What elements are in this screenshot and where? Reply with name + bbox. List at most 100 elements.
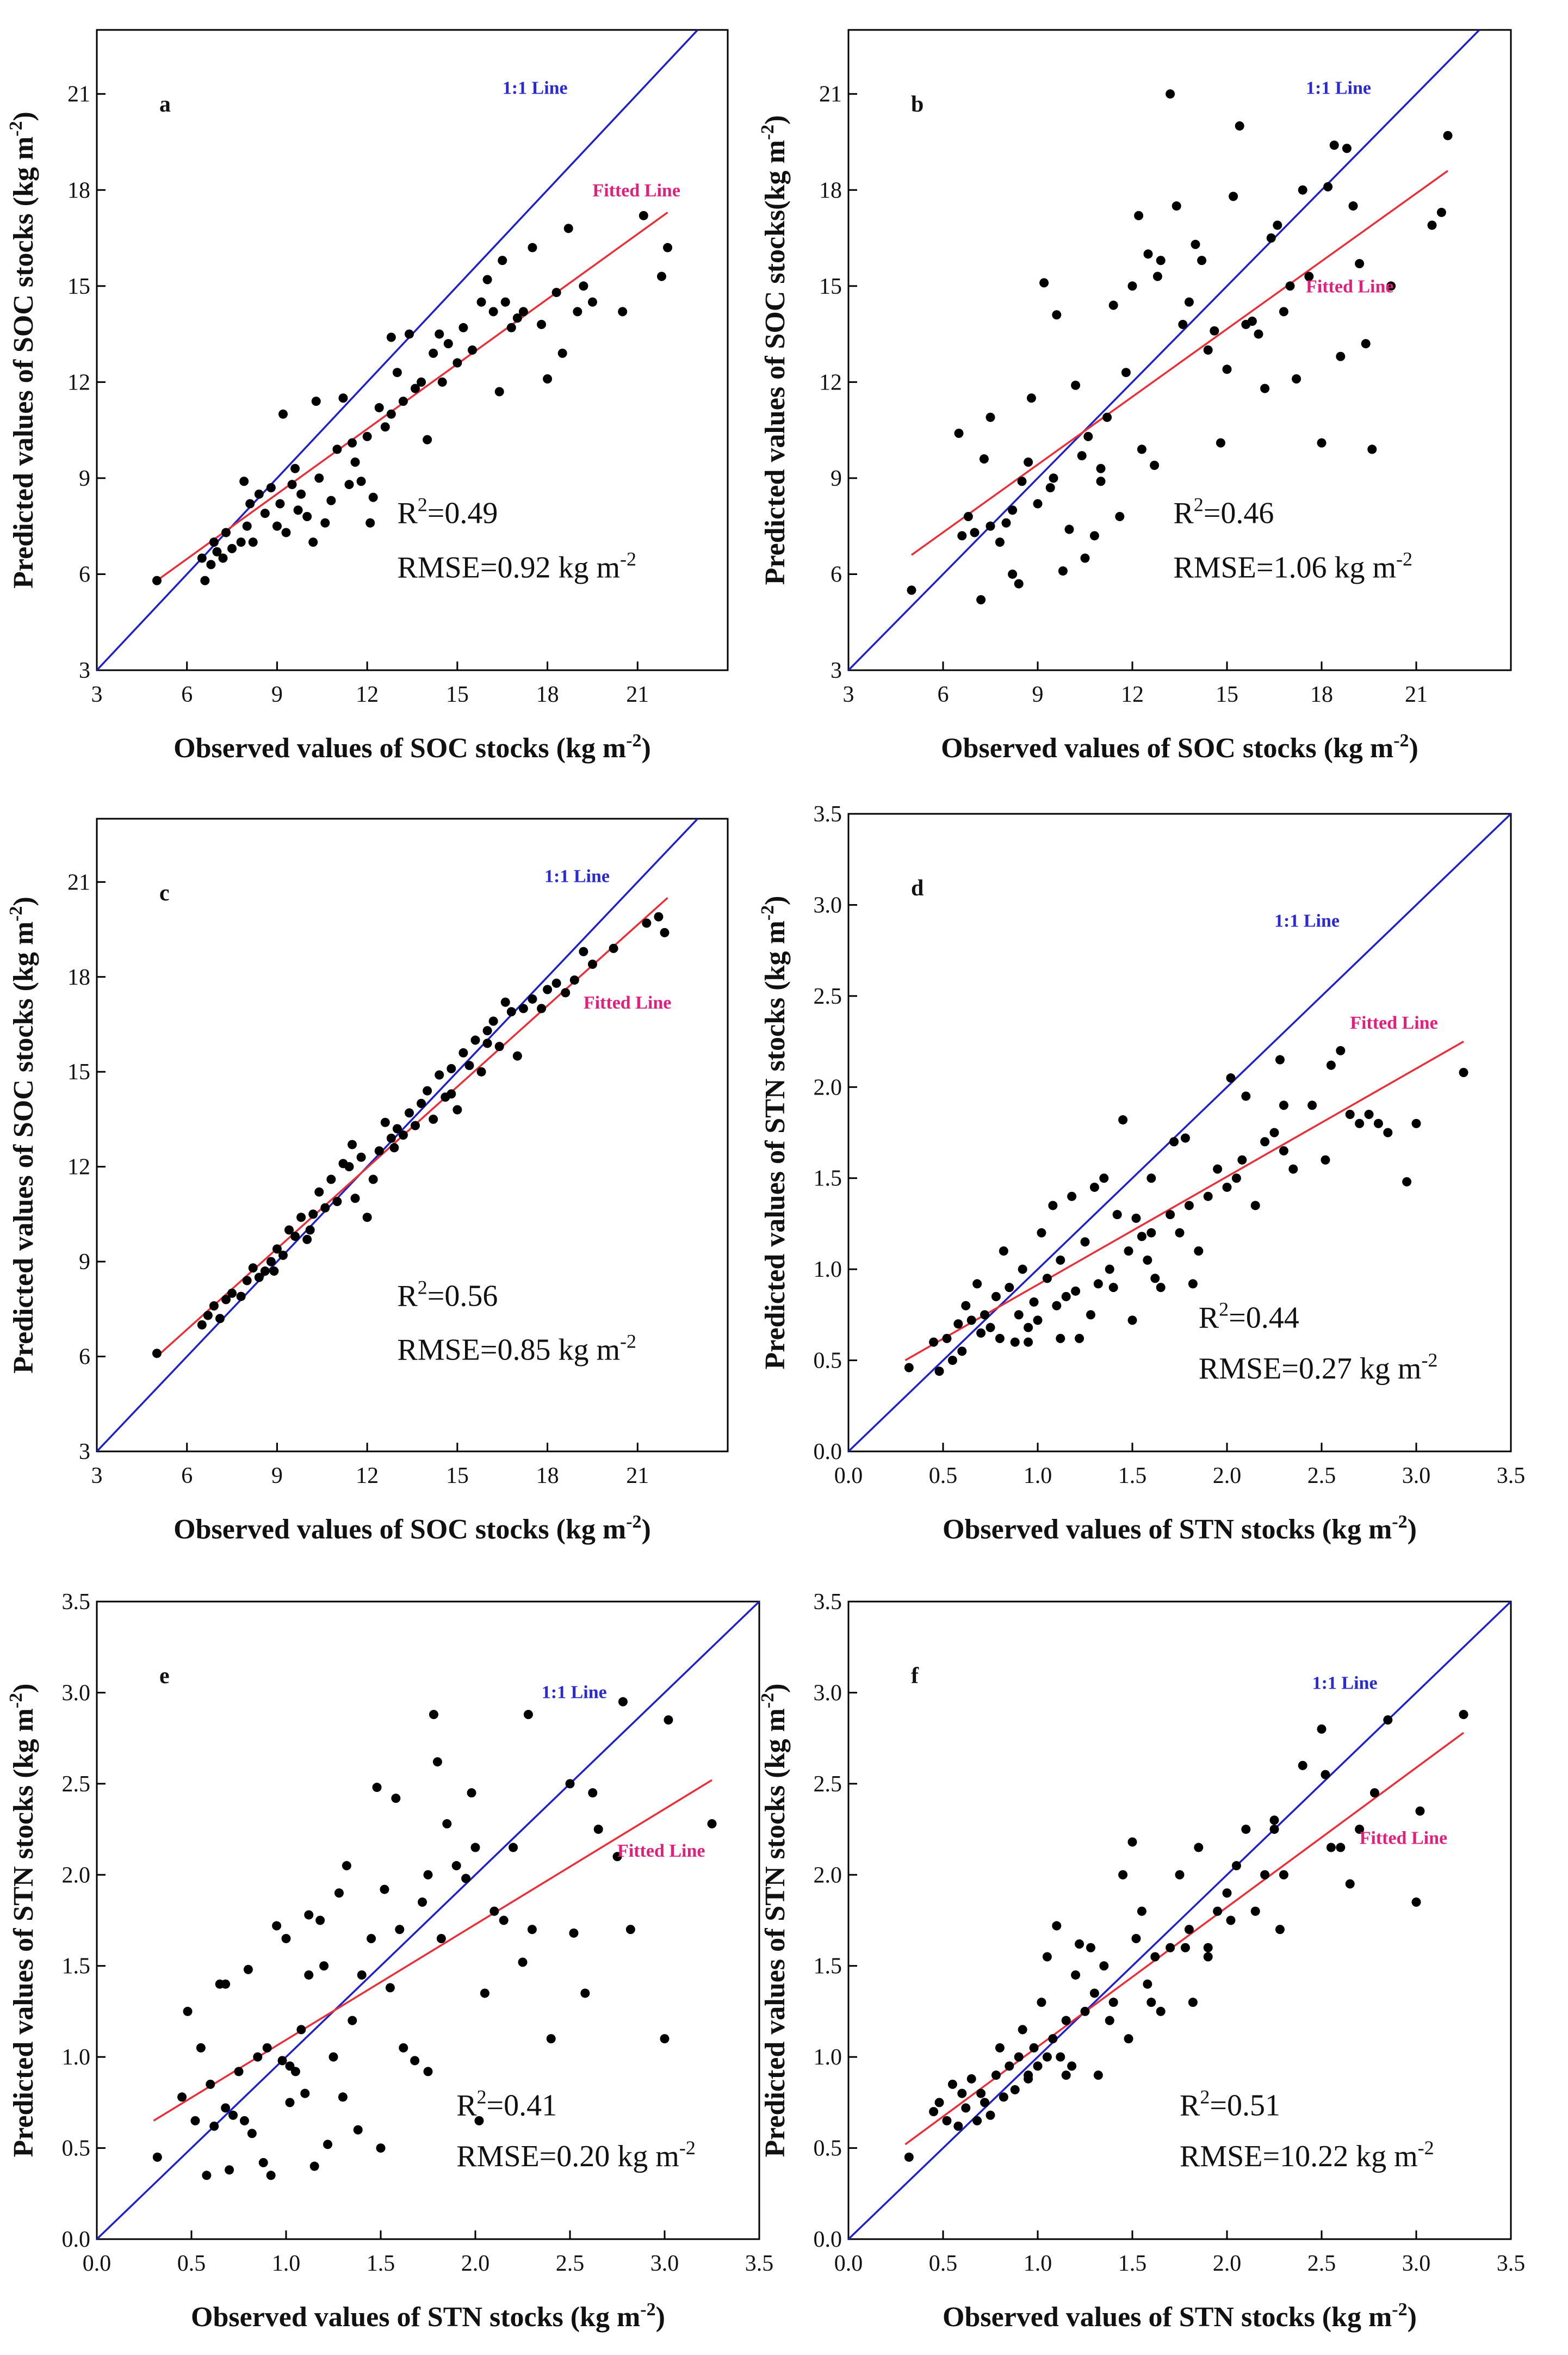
data-point [1383, 1715, 1393, 1725]
data-point [380, 422, 390, 432]
data-point [1402, 1177, 1412, 1186]
data-point [1156, 256, 1166, 265]
x-tick-label: 21 [626, 1463, 649, 1488]
x-tick-label: 12 [1121, 682, 1144, 707]
data-point [1203, 345, 1213, 355]
data-point [1033, 1315, 1043, 1325]
y-axis-title-close: ) [760, 1684, 791, 1693]
rmse-annotation: RMSE=0.92 kg m-2 [397, 548, 636, 584]
x-tick-label: 15 [1216, 682, 1238, 707]
data-point [1459, 1710, 1468, 1720]
data-point [1071, 1286, 1081, 1296]
y-tick-label: 12 [819, 370, 842, 395]
one-to-one-line [848, 30, 1480, 670]
y-axis-title-superscript: -2 [6, 121, 26, 136]
y-tick-label: 1.5 [814, 1954, 842, 1979]
data-point [386, 332, 396, 342]
data-point [494, 1042, 504, 1052]
y-tick-label: 3.0 [814, 1680, 842, 1705]
data-point [404, 1108, 414, 1118]
data-point [518, 307, 528, 317]
data-point [1052, 1301, 1062, 1311]
fitted-line [156, 212, 668, 582]
rmse-annotation: RMSE=0.27 kg m-2 [1199, 1349, 1438, 1386]
data-point [243, 1964, 253, 1974]
data-point [1386, 281, 1396, 291]
r2-letter: R [456, 2088, 477, 2122]
data-point [569, 975, 579, 985]
r2-annotation: R2=0.56 [397, 1277, 498, 1313]
x-axis-title-text: Observed values of STN stocks (kg m [943, 1514, 1392, 1545]
data-point [1373, 1118, 1383, 1128]
data-point [588, 1788, 598, 1798]
y-axis-title-text: Predicted values of STN stocks (kg m [760, 920, 791, 1369]
x-axis-title-close: ) [642, 1514, 651, 1545]
data-point [1093, 2070, 1103, 2080]
data-point [1279, 1146, 1288, 1155]
data-point [1203, 1943, 1213, 1952]
data-point [1071, 1970, 1081, 1980]
x-tick-label: 1.0 [272, 2251, 301, 2276]
data-point [1150, 460, 1160, 470]
data-point [1166, 89, 1175, 99]
data-point [500, 997, 510, 1007]
data-point [1279, 307, 1288, 317]
x-tick-label: 21 [626, 682, 649, 707]
x-tick-label: 18 [536, 1463, 559, 1488]
data-point [429, 1710, 438, 1720]
r2-value: =0.49 [427, 496, 498, 530]
data-point [234, 2067, 244, 2076]
data-point [1131, 1933, 1141, 1943]
rmse-annotation: RMSE=10.22 kg m-2 [1180, 2137, 1434, 2173]
x-tick-label: 21 [1405, 682, 1428, 707]
data-point [269, 1266, 279, 1276]
y-tick-label: 0.5 [814, 2136, 842, 2161]
x-tick-label: 1.0 [1024, 2251, 1052, 2276]
data-point [435, 329, 444, 339]
data-point [1056, 2052, 1065, 2062]
data-point [1108, 1998, 1118, 2007]
data-point [338, 2092, 348, 2102]
data-point [1279, 1870, 1288, 1880]
x-tick-label: 9 [271, 1463, 283, 1488]
one-to-one-line [97, 819, 699, 1451]
data-point [642, 918, 652, 928]
data-point [221, 1979, 231, 1989]
data-point [573, 307, 582, 317]
data-point [221, 1295, 231, 1305]
data-point [1026, 393, 1036, 403]
data-point [1131, 1213, 1141, 1223]
data-point [587, 959, 597, 969]
data-point [1336, 351, 1346, 361]
data-point [569, 1928, 579, 1938]
data-point [1241, 1091, 1251, 1101]
panel-letter: a [159, 92, 171, 117]
data-point [528, 243, 537, 252]
data-point [482, 1039, 492, 1048]
y-axis-title: Predicted values of SOC stocks (kg m-2) [6, 112, 39, 589]
data-point [947, 1356, 957, 1365]
data-point [1096, 477, 1106, 486]
data-point [551, 288, 561, 298]
data-point [1108, 300, 1118, 310]
data-point [1260, 1870, 1270, 1880]
y-tick-label: 2.5 [814, 1772, 842, 1797]
plot-frame [96, 29, 729, 671]
data-point [285, 2098, 295, 2107]
data-point [1222, 364, 1232, 374]
y-tick-label: 2.0 [814, 1075, 842, 1100]
data-point [1052, 1921, 1062, 1931]
data-point [386, 1133, 396, 1143]
data-point [296, 2025, 306, 2035]
x-tick-label: 15 [446, 682, 469, 707]
data-point [308, 1209, 318, 1219]
data-point [986, 2110, 995, 2120]
data-point [1184, 1201, 1194, 1210]
data-point [266, 1257, 276, 1266]
data-point [368, 492, 378, 502]
rmse-superscript: -2 [620, 548, 636, 570]
data-point [320, 518, 330, 528]
x-tick-label: 0.5 [929, 1463, 958, 1488]
x-axis-title-text: Observed values of STN stocks (kg m [943, 2302, 1392, 2333]
data-point [1080, 1237, 1090, 1247]
